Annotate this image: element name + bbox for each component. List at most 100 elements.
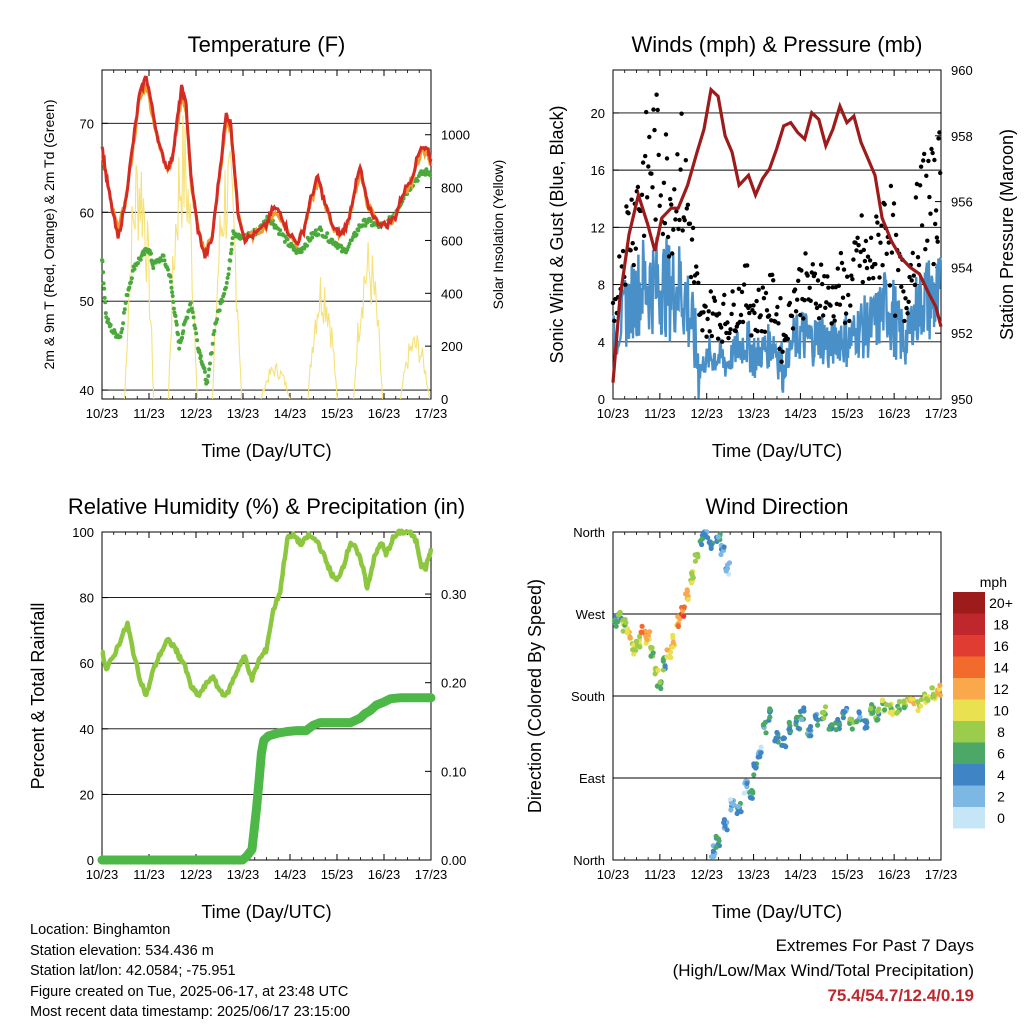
dewpoint-point [138,257,143,262]
direction-point [895,709,901,715]
gust-point [640,160,646,165]
gust-point [740,319,746,325]
gust-point [721,301,726,306]
y-tick-label: 70 [80,116,94,131]
direction-point [813,716,819,722]
extremes-title: Extremes For Past 7 Days [775,936,974,955]
direction-point [833,727,839,733]
chart-title: Relative Humidity (%) & Precipitation (i… [68,494,465,519]
gust-point [835,266,840,271]
dewpoint-point [330,237,335,242]
y-right-tick-label: 950 [951,392,973,407]
gust-point [818,262,824,267]
dewpoint-point [195,338,200,343]
station-location: Location: Binghamton [30,922,171,938]
direction-point [690,575,696,581]
x-tick-label: 16/23 [878,406,911,421]
dewpoint-point [173,314,178,318]
dewpoint-point [356,228,361,233]
gust-point [789,313,795,319]
direction-point [660,658,666,664]
gust-point [892,313,898,318]
pressure-line [611,86,943,383]
x-tick-label: 11/23 [133,406,165,421]
gust-point [798,312,803,318]
y-right-tick-label: 952 [951,326,973,341]
y-tick-label: 8 [598,278,605,293]
dewpoint-point [215,317,220,322]
x-tick-label: 16/23 [368,867,401,882]
direction-point [826,726,832,732]
dewpoint-point [226,272,231,277]
humidity-chart: 10/23 11/23 12/23 13/23 14/23 15/23 16/23 17/23… [28,494,466,922]
gust-point [890,212,896,218]
legend-swatch [953,699,985,721]
dewpoint-point [150,262,155,267]
direction-point [835,716,841,723]
gust-point [842,320,848,325]
gust-point [684,206,689,211]
gust-point [777,346,782,351]
gust-point [813,301,819,306]
dewpoint-point [205,380,210,385]
dewpoint-point [203,369,207,374]
x-axis-label: Time (Day/UTC) [201,441,331,461]
direction-point [699,541,705,548]
gust-point [631,262,636,268]
y-tick-label: North [573,853,605,868]
legend-label: 10 [993,703,1009,719]
dewpoint-point [103,311,108,316]
gust-point [857,263,862,268]
y-tick-label: 16 [591,163,605,178]
direction-point [840,715,847,721]
dewpoint-point [198,353,203,358]
gust-point [641,233,647,238]
dewpoint-point [349,238,354,242]
gust-point [801,316,806,321]
dewpoint-point [108,323,113,327]
x-tick-label: 11/23 [644,406,676,421]
direction-point [847,716,853,722]
direction-point [929,685,935,691]
gust-point [855,235,860,240]
x-tick-label: 15/23 [321,406,354,421]
gust-point [678,167,683,172]
gust-point [887,283,893,288]
x-tick-label: 16/23 [878,867,911,882]
gust-point [860,279,865,285]
direction-point [807,727,813,733]
direction-point [664,647,670,653]
gust-point [649,171,654,176]
gust-point [832,318,837,323]
dewpoint-point [170,294,175,298]
y-tick-label: 80 [80,591,94,606]
x-tick-label: 11/23 [133,867,165,882]
insolation-day [167,115,198,400]
gust-point [847,318,852,324]
gust-point [704,334,709,339]
dewpoint-point [428,173,433,178]
gust-point [706,309,711,314]
gust-point [926,158,931,164]
dewpoint-point [362,217,367,222]
x-tick-label: 17/23 [925,406,958,421]
dewpoint-point [319,228,324,233]
gust-point [633,246,638,251]
insolation-day [260,362,291,400]
gust-point [655,107,660,113]
direction-point [675,614,681,620]
dewpoint-point [121,321,126,326]
gust-point [725,320,730,325]
gust-point [671,227,676,232]
gust-point [790,326,796,331]
dewpoint-point [169,285,174,290]
gust-point [629,197,634,202]
legend-swatch [953,764,985,786]
direction-point [726,560,733,566]
dewpoint-point [129,276,134,281]
dewpoint-point [302,246,307,251]
dewpoint-point [136,261,140,266]
dewpoint-point [174,322,179,327]
direction-point [655,667,661,673]
